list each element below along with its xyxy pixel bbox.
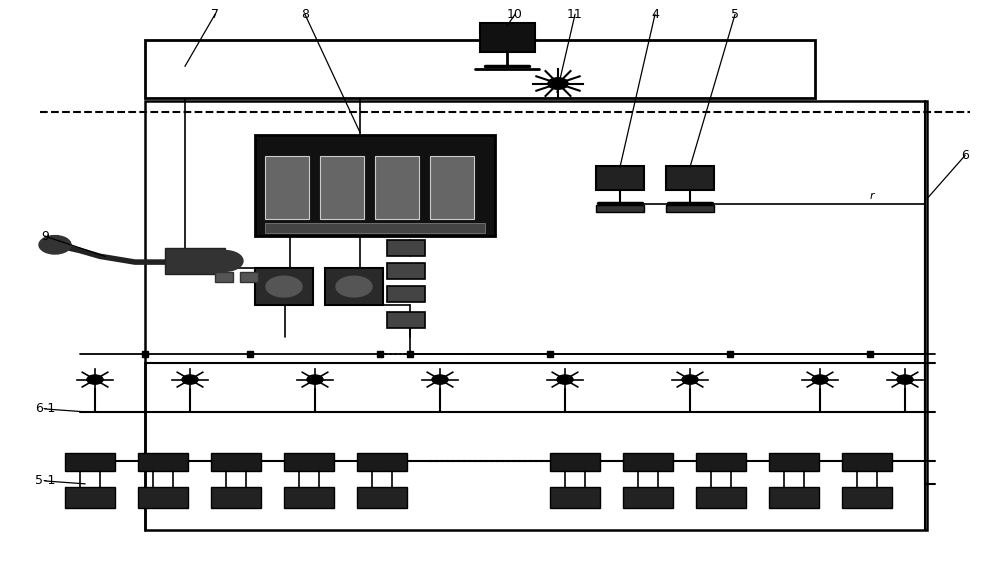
Text: 8: 8 — [301, 8, 309, 21]
Bar — [769, 487, 819, 508]
Bar — [623, 453, 673, 471]
Bar — [165, 248, 225, 274]
Bar — [211, 487, 261, 508]
Bar — [145, 40, 815, 98]
Bar — [65, 453, 115, 471]
Bar — [320, 156, 364, 219]
Bar — [138, 487, 188, 508]
Bar — [357, 487, 407, 508]
Bar — [696, 453, 746, 471]
Bar — [550, 453, 600, 471]
Circle shape — [432, 375, 448, 384]
Bar — [265, 223, 485, 233]
Circle shape — [812, 375, 828, 384]
Circle shape — [207, 251, 243, 271]
Text: 5-1: 5-1 — [35, 475, 55, 487]
Bar — [357, 453, 407, 471]
Bar — [265, 156, 309, 219]
Circle shape — [557, 375, 573, 384]
Circle shape — [307, 375, 323, 384]
Bar — [666, 166, 714, 190]
Bar — [550, 487, 600, 508]
Bar — [255, 135, 495, 236]
Text: 6: 6 — [961, 149, 969, 162]
Circle shape — [897, 375, 913, 384]
Text: 6-1: 6-1 — [35, 403, 55, 415]
Text: r: r — [870, 191, 874, 201]
Bar — [842, 487, 892, 508]
Circle shape — [548, 78, 568, 89]
Bar — [387, 312, 425, 328]
Text: 9: 9 — [41, 230, 49, 242]
Bar — [387, 263, 425, 279]
Text: 11: 11 — [567, 8, 583, 21]
Bar — [284, 487, 334, 508]
Bar — [769, 453, 819, 471]
Bar — [240, 272, 258, 282]
Bar — [480, 23, 534, 52]
Bar — [145, 101, 927, 530]
Circle shape — [87, 375, 103, 384]
Bar — [696, 487, 746, 508]
Text: 5: 5 — [731, 8, 739, 21]
Bar — [215, 272, 233, 282]
Bar — [623, 487, 673, 508]
Bar — [255, 268, 313, 305]
Bar — [65, 487, 115, 508]
Bar — [842, 453, 892, 471]
Bar — [211, 453, 261, 471]
Text: 4: 4 — [651, 8, 659, 21]
Bar — [596, 166, 644, 190]
Bar — [375, 156, 419, 219]
Bar — [284, 453, 334, 471]
Bar — [596, 205, 644, 212]
Circle shape — [682, 375, 698, 384]
Bar — [387, 240, 425, 256]
Bar — [430, 156, 474, 219]
Circle shape — [336, 276, 372, 297]
Text: 7: 7 — [211, 8, 219, 21]
Bar — [666, 205, 714, 212]
Bar — [138, 453, 188, 471]
Bar — [325, 268, 383, 305]
Circle shape — [266, 276, 302, 297]
Text: 10: 10 — [507, 8, 523, 21]
Circle shape — [39, 236, 71, 254]
Bar — [387, 286, 425, 302]
Circle shape — [182, 375, 198, 384]
